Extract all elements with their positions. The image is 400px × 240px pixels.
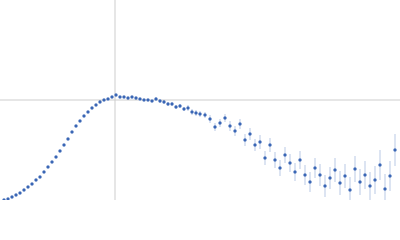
data-point	[94, 103, 98, 107]
data-point	[348, 188, 352, 192]
data-point	[373, 178, 377, 182]
data-point	[150, 99, 154, 103]
data-point	[14, 193, 18, 197]
data-point	[198, 112, 202, 116]
data-point	[70, 130, 74, 134]
data-point	[194, 111, 198, 115]
page: (() => { const data = JSON.parse(documen…	[0, 0, 400, 200]
data-point	[46, 165, 50, 169]
data-point	[228, 124, 232, 128]
data-point	[323, 184, 327, 188]
data-point	[268, 143, 272, 147]
data-point	[388, 174, 392, 178]
data-point	[54, 155, 58, 159]
data-point	[288, 161, 292, 165]
data-point	[178, 104, 182, 108]
data-point	[2, 198, 6, 200]
data-point	[66, 137, 70, 141]
data-point	[34, 178, 38, 182]
data-point	[50, 160, 54, 164]
data-point	[30, 182, 34, 186]
data-point	[223, 116, 227, 120]
data-point	[90, 106, 94, 110]
data-point	[363, 173, 367, 177]
data-point	[218, 121, 222, 125]
data-point	[42, 170, 46, 174]
data-point	[253, 143, 257, 147]
data-point	[383, 187, 387, 191]
data-point	[238, 122, 242, 126]
data-point	[174, 105, 178, 109]
data-point	[243, 138, 247, 142]
data-point	[248, 132, 252, 136]
data-point	[186, 106, 190, 110]
data-point	[368, 184, 372, 188]
data-point	[278, 166, 282, 170]
data-point	[26, 185, 30, 189]
data-point	[118, 95, 122, 99]
data-point	[38, 175, 42, 179]
data-point	[126, 96, 130, 100]
data-point	[138, 97, 142, 101]
data-point	[62, 143, 66, 147]
data-point	[18, 191, 22, 195]
data-point	[142, 98, 146, 102]
data-point	[6, 197, 10, 200]
data-point	[190, 110, 194, 114]
data-point	[102, 98, 106, 102]
data-point	[233, 129, 237, 133]
data-point	[393, 148, 397, 152]
data-point	[22, 188, 26, 192]
data-point	[10, 195, 14, 199]
data-point	[213, 125, 217, 129]
data-point	[338, 181, 342, 185]
data-point	[273, 158, 277, 162]
data-point	[358, 180, 362, 184]
data-point	[318, 173, 322, 177]
data-point	[378, 163, 382, 167]
data-point	[86, 110, 90, 114]
data-point	[283, 153, 287, 157]
data-point	[263, 156, 267, 160]
data-point	[162, 100, 166, 104]
data-point	[298, 158, 302, 162]
data-point	[134, 96, 138, 100]
data-point	[308, 180, 312, 184]
data-point	[82, 114, 86, 118]
data-point	[203, 113, 207, 117]
data-point	[106, 97, 110, 101]
data-point	[343, 174, 347, 178]
data-point	[328, 176, 332, 180]
data-point	[303, 173, 307, 177]
data-point	[258, 140, 262, 144]
data-point	[58, 149, 62, 153]
data-point	[158, 99, 162, 103]
data-point	[208, 117, 212, 121]
data-point	[146, 98, 150, 102]
chart	[0, 0, 400, 200]
data-point	[98, 100, 102, 104]
data-point	[114, 93, 118, 97]
data-point	[122, 95, 126, 99]
data-point	[74, 124, 78, 128]
data-point	[154, 97, 158, 101]
data-point	[333, 168, 337, 172]
data-point	[353, 167, 357, 171]
data-point	[313, 166, 317, 170]
data-point	[170, 102, 174, 106]
data-point	[130, 95, 134, 99]
data-point	[182, 107, 186, 111]
data-point	[110, 95, 114, 99]
data-point	[78, 119, 82, 123]
data-point	[293, 170, 297, 174]
data-point	[166, 102, 170, 106]
